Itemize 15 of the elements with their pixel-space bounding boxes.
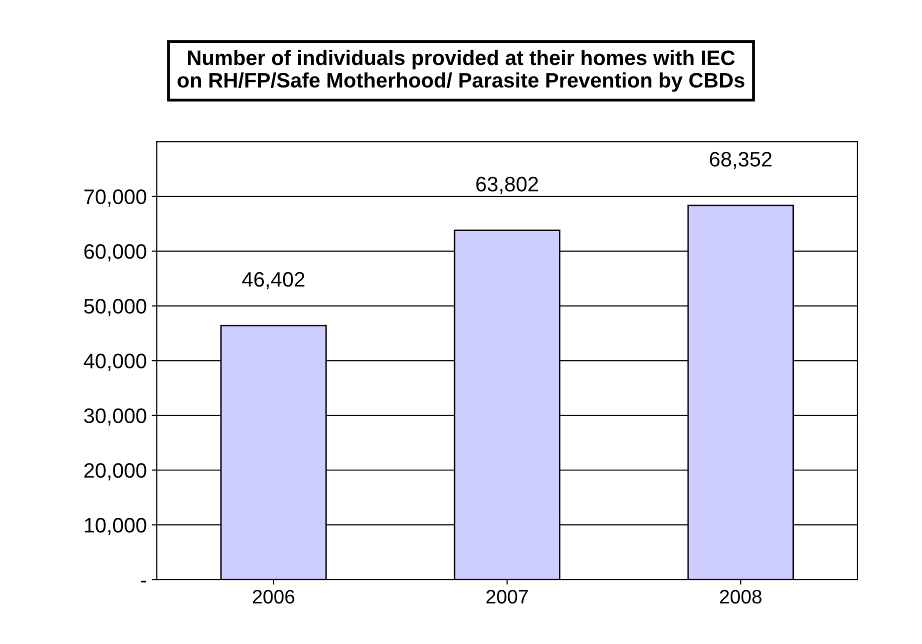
y-tick-label: 30,000 <box>84 408 146 426</box>
y-tick-label: - <box>141 580 146 582</box>
y-tick-label: 20,000 <box>84 463 146 480</box>
x-tick-label: 2008 <box>720 590 762 604</box>
chart-title: Number of individuals provided at their homes with IEC on RH/FP/Safe Motherhood/ Parasite Prevention by CBDs <box>178 50 744 92</box>
y-tick-label: 40,000 <box>84 354 146 371</box>
y-tick-label: 70,000 <box>84 189 146 207</box>
y-tick-label: 60,000 <box>84 244 146 262</box>
data-label: 68,352 <box>710 152 772 170</box>
y-tick-label: 10,000 <box>84 518 146 536</box>
data-label: 63,802 <box>476 176 538 194</box>
x-tick-label: 2006 <box>252 590 294 604</box>
y-tick-label: 50,000 <box>84 298 146 316</box>
data-label: 46,402 <box>242 272 304 290</box>
x-tick-label: 2007 <box>486 590 528 604</box>
